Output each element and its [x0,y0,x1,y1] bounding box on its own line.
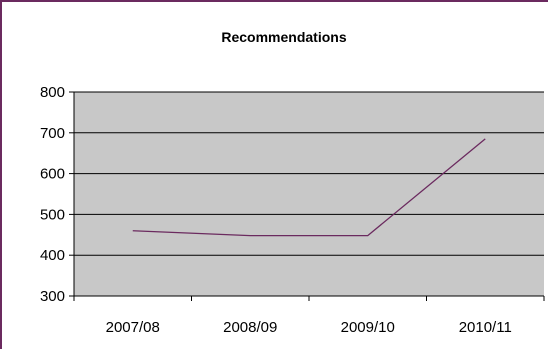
series-layer [132,138,486,237]
x-tick-label: 2009/10 [341,319,395,336]
y-tick-label: 300 [40,288,65,305]
x-tick-label: 2008/09 [223,319,277,336]
plot-area [74,92,544,296]
chart-title: Recommendations [221,29,346,45]
x-tick-label: 2007/08 [106,319,160,336]
y-tick-label: 400 [40,247,65,264]
y-tick-label: 800 [40,84,65,101]
x-tick-label: 2010/11 [459,319,512,336]
gridlines [74,91,544,256]
series-line-0 [132,138,486,237]
tick-labels: 300 400 500 600 700 800 2007/08 2008/09 2009/10 2… [40,84,512,336]
y-tick-label: 700 [40,125,65,142]
axes [69,91,545,301]
y-tick-label: 500 [40,206,65,223]
y-tick-label: 600 [40,166,65,183]
line-chart: Recommendations 300 400 500 600 700 800 2007/0… [40,29,545,336]
